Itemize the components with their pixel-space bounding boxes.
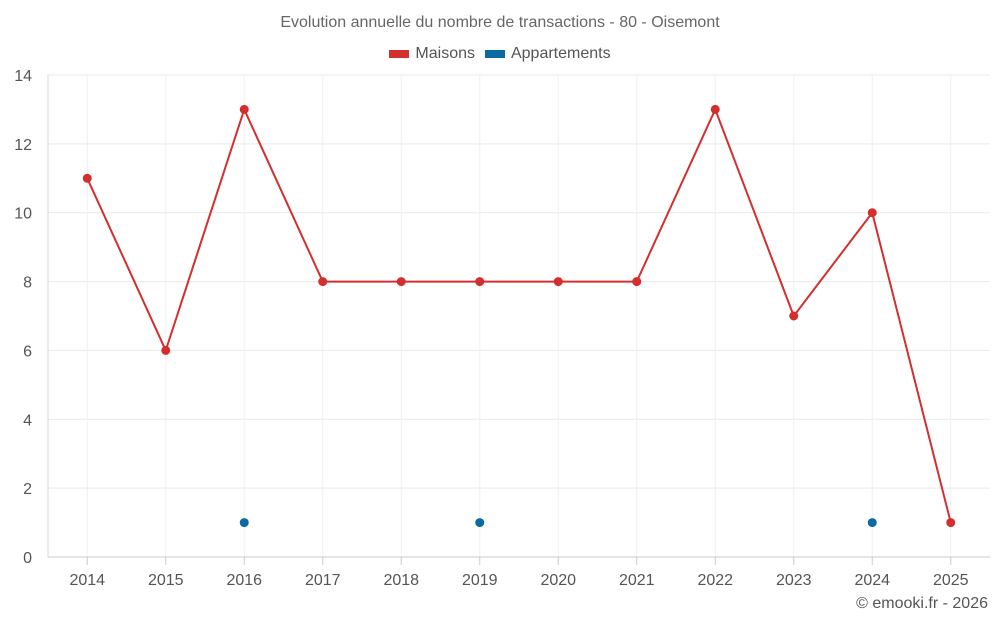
x-tick-label: 2019 <box>462 572 498 589</box>
legend-swatch-appartements <box>484 50 505 58</box>
legend-label-maisons: Maisons <box>415 45 475 62</box>
axis-layer: 0 2 4 6 8 10 12 14 2014 2015 2016 2017 2018 2019 2020 2… <box>14 68 990 589</box>
x-tick-label: 2021 <box>619 572 655 589</box>
data-point-maisons <box>475 277 485 287</box>
x-tick-label: 2020 <box>540 572 576 589</box>
data-point-appartements <box>475 518 485 528</box>
grid-layer <box>48 74 990 558</box>
data-point-maisons <box>710 104 720 114</box>
legend-swatch-maisons <box>389 50 410 58</box>
x-tick-label: 2018 <box>383 572 419 589</box>
data-point-maisons <box>396 277 406 287</box>
data-point-maisons <box>946 518 956 528</box>
chart-credit: © emooki.fr - 2026 <box>856 595 988 612</box>
data-point-appartements <box>867 518 877 528</box>
x-tick-label: 2025 <box>933 572 969 589</box>
data-point-maisons <box>867 208 877 218</box>
chart-legend: Maisons Appartements <box>0 45 1000 63</box>
data-point-maisons <box>553 277 563 287</box>
x-tick-label: 2024 <box>854 572 890 589</box>
data-point-maisons <box>82 173 92 183</box>
y-tick-label: 12 <box>14 137 32 154</box>
y-tick-label: 14 <box>14 68 32 85</box>
data-point-maisons <box>632 277 642 287</box>
x-tick-label: 2016 <box>226 572 262 589</box>
series-layer <box>82 104 956 528</box>
series-line-maisons <box>86 108 952 524</box>
data-point-maisons <box>239 104 249 114</box>
data-point-maisons <box>318 277 328 287</box>
data-point-maisons <box>789 311 799 321</box>
x-tick-label: 2015 <box>148 572 184 589</box>
y-tick-label: 0 <box>23 550 32 567</box>
y-tick-label: 4 <box>23 412 32 429</box>
x-tick-label: 2014 <box>69 572 105 589</box>
y-tick-label: 2 <box>23 481 32 498</box>
legend-label-appartements: Appartements <box>510 45 611 62</box>
y-tick-label: 10 <box>14 206 32 223</box>
x-tick-label: 2017 <box>305 572 341 589</box>
data-point-maisons <box>161 345 171 355</box>
x-tick-label: 2023 <box>776 572 812 589</box>
x-tick-label: 2022 <box>697 572 733 589</box>
chart-title: Evolution annuelle du nombre de transact… <box>280 14 720 31</box>
legend-item-appartements[interactable]: Appartements <box>484 45 611 63</box>
data-point-appartements <box>239 518 249 528</box>
y-tick-label: 6 <box>23 343 32 360</box>
y-tick-label: 8 <box>23 275 32 292</box>
legend-item-maisons[interactable]: Maisons <box>389 45 475 63</box>
